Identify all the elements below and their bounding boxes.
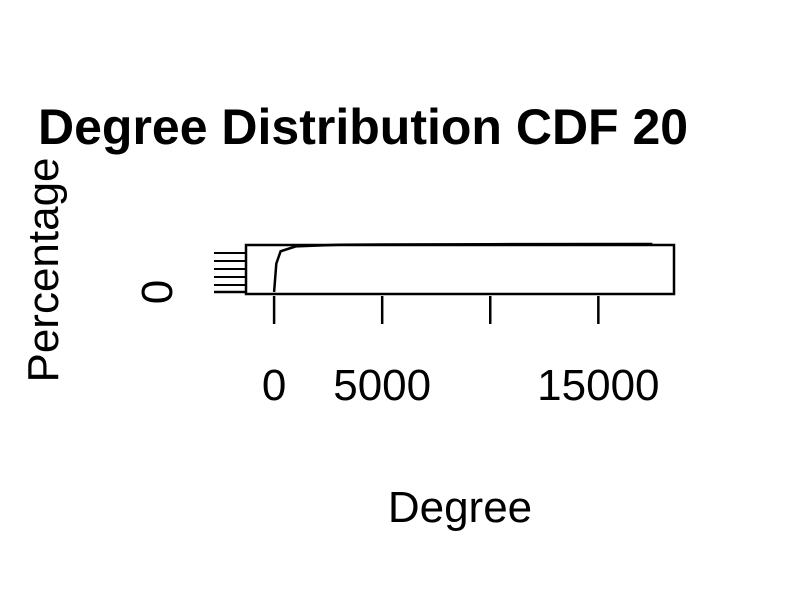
cdf-series-line bbox=[272, 242, 653, 293]
y-minor-ticks bbox=[214, 252, 246, 286]
plot-frame bbox=[244, 243, 676, 296]
x-axis-ticks: 0 5000 15000 bbox=[262, 296, 660, 410]
chart-title: Degree Distribution CDF 20 bbox=[38, 99, 688, 155]
x-tick-label: 15000 bbox=[537, 361, 659, 410]
x-axis-label: Degree bbox=[388, 483, 532, 532]
x-tick-label: 0 bbox=[262, 361, 286, 410]
y-axis-ticks: 0 bbox=[133, 280, 246, 304]
y-tick-label: 0 bbox=[133, 280, 182, 304]
x-tick-label: 5000 bbox=[333, 361, 431, 410]
y-axis-label: Percentage bbox=[19, 157, 68, 382]
